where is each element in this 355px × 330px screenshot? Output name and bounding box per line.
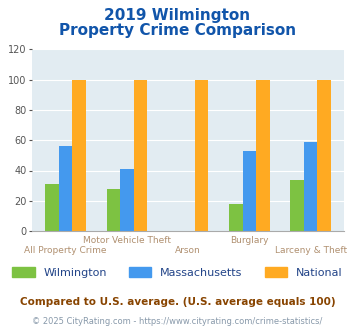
- Text: Compared to U.S. average. (U.S. average equals 100): Compared to U.S. average. (U.S. average …: [20, 297, 335, 307]
- Bar: [229, 204, 243, 231]
- Legend: Wilmington, Massachusetts, National: Wilmington, Massachusetts, National: [8, 263, 347, 282]
- Bar: [195, 80, 208, 231]
- Text: Larceny & Theft: Larceny & Theft: [275, 246, 347, 255]
- Text: Motor Vehicle Theft: Motor Vehicle Theft: [83, 236, 171, 245]
- Text: Arson: Arson: [175, 246, 201, 255]
- Bar: [304, 142, 317, 231]
- Bar: [45, 184, 59, 231]
- Bar: [317, 80, 331, 231]
- Text: 2019 Wilmington: 2019 Wilmington: [104, 8, 251, 23]
- Bar: [290, 180, 304, 231]
- Text: Property Crime Comparison: Property Crime Comparison: [59, 23, 296, 38]
- Bar: [59, 146, 72, 231]
- Bar: [243, 151, 256, 231]
- Bar: [72, 80, 86, 231]
- Bar: [133, 80, 147, 231]
- Text: Burglary: Burglary: [230, 236, 269, 245]
- Text: © 2025 CityRating.com - https://www.cityrating.com/crime-statistics/: © 2025 CityRating.com - https://www.city…: [32, 317, 323, 326]
- Bar: [107, 189, 120, 231]
- Text: All Property Crime: All Property Crime: [24, 246, 107, 255]
- Bar: [120, 169, 133, 231]
- Bar: [256, 80, 269, 231]
